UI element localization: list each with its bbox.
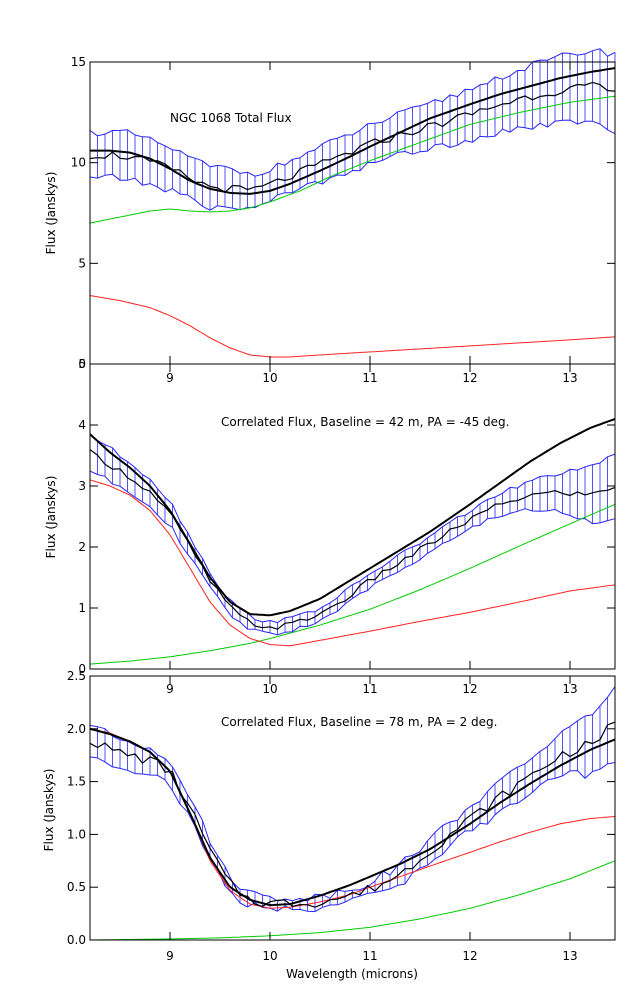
panel-3: 0.0 0.5 1.0 1.5 2.0 2.5 9 10 11 12 13 Correlated F… bbox=[42, 669, 616, 981]
panel-2-series bbox=[89, 417, 616, 665]
panel-3-model-line bbox=[89, 727, 616, 907]
panel-3-lower-envelope bbox=[89, 756, 616, 913]
panel-2-ytick-label: 1 bbox=[78, 601, 86, 615]
panel-3-xlabel: Wavelength (microns) bbox=[286, 967, 418, 981]
panel-3-title: Correlated Flux, Baseline = 78 m, PA = 2… bbox=[221, 715, 497, 729]
panel-2-xtick-label: 11 bbox=[362, 682, 377, 696]
panel-1-ytick-label: 15 bbox=[71, 55, 86, 69]
panel-1-model-line bbox=[90, 67, 616, 195]
panel-1-data-line bbox=[89, 81, 616, 193]
panel-1-upper-envelope bbox=[89, 48, 616, 177]
panel-1-title: NGC 1068 Total Flux bbox=[170, 111, 292, 125]
panel-3-ytick-label: 2.0 bbox=[67, 722, 86, 736]
panel-2-lower-envelope bbox=[89, 470, 616, 636]
panel-1-xtick-label: 11 bbox=[362, 371, 377, 385]
panel-3-series bbox=[89, 686, 616, 941]
panel-2-xtick-label: 9 bbox=[166, 682, 174, 696]
panel-1-ylabel: Flux (Janskys) bbox=[44, 172, 58, 255]
panel-2-ytick-label: 0 bbox=[78, 662, 86, 676]
panel-1-green-line bbox=[89, 95, 616, 224]
panel-2-ytick-label: 2 bbox=[78, 540, 86, 554]
panel-1-ytick-label: 5 bbox=[78, 256, 86, 270]
panel-1-red-line bbox=[89, 295, 616, 358]
panel-2-xtick-label: 13 bbox=[562, 682, 577, 696]
panel-1-series bbox=[89, 48, 616, 358]
panel-3-green-line bbox=[90, 860, 616, 941]
panel-1-ytick-label: 10 bbox=[71, 156, 86, 170]
panel-2-model-line bbox=[89, 417, 616, 617]
panel-2-ytick-label: 5 bbox=[78, 357, 86, 371]
panel-1-xtick-label: 9 bbox=[166, 371, 174, 385]
panel-3-ytick-label: 0.0 bbox=[67, 933, 86, 947]
panel-2-ytick-label: 4 bbox=[78, 418, 86, 432]
panel-1-ytick-label: 0 bbox=[78, 357, 86, 371]
panel-2-title: Correlated Flux, Baseline = 42 m, PA = -… bbox=[221, 415, 509, 429]
panel-3-xtick-label: 12 bbox=[462, 949, 477, 963]
panel-2-xtick-label: 12 bbox=[462, 682, 477, 696]
panel-2-red-line bbox=[89, 479, 616, 647]
panel-3-xtick-label: 10 bbox=[262, 949, 277, 963]
panel-3-ticks: 0.0 0.5 1.0 1.5 2.0 2.5 9 10 11 12 13 bbox=[67, 669, 615, 963]
panel-3-ytick-label: 2.5 bbox=[67, 669, 86, 683]
panel-2-ylabel: Flux (Janskys) bbox=[44, 476, 58, 559]
panel-3-xtick-label: 11 bbox=[362, 949, 377, 963]
panel-2-upper-envelope bbox=[89, 433, 616, 624]
panel-3-frame bbox=[89, 675, 616, 941]
panel-3-ytick-label: 0.5 bbox=[67, 880, 86, 894]
panel-1-xtick-label: 13 bbox=[562, 371, 577, 385]
panel-2-xtick-label: 10 bbox=[262, 682, 277, 696]
panel-2-ytick-label: 3 bbox=[78, 479, 86, 493]
panel-3-ytick-label: 1.0 bbox=[67, 827, 86, 841]
panel-3-ylabel: Flux (Janskys) bbox=[42, 769, 56, 852]
panel-1-error-bars bbox=[89, 48, 616, 211]
panel-2-green-line bbox=[89, 503, 616, 665]
panel-2-frame bbox=[89, 363, 616, 670]
panel-1-xtick-label: 10 bbox=[262, 371, 277, 385]
panel-3-xtick-label: 9 bbox=[166, 949, 174, 963]
panel-1-xtick-label: 12 bbox=[462, 371, 477, 385]
panel-3-ytick-label: 1.5 bbox=[67, 775, 86, 789]
panel-3-xtick-label: 13 bbox=[562, 949, 577, 963]
panel-3-upper-envelope bbox=[89, 686, 616, 902]
panel-1-lower-envelope bbox=[89, 119, 616, 211]
